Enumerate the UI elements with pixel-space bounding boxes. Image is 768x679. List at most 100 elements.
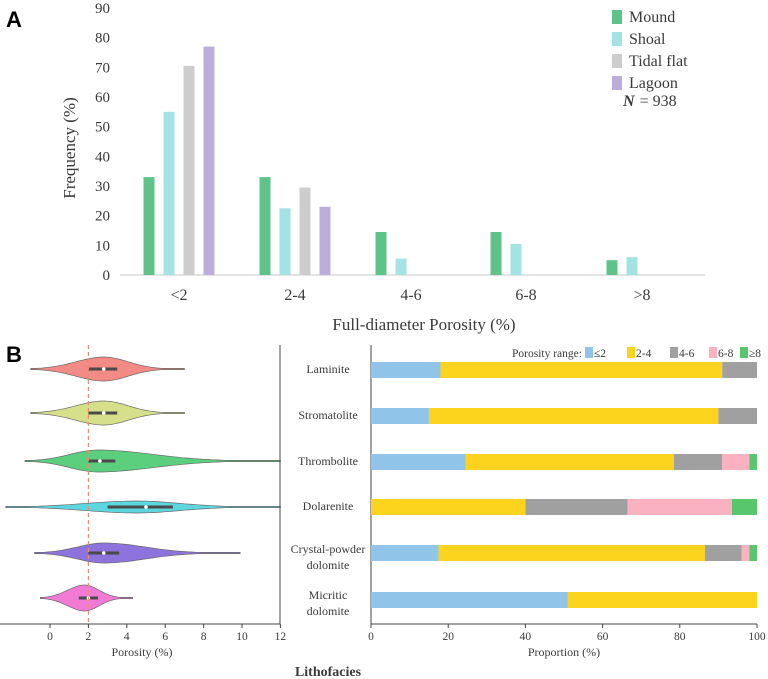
legend-label: Shoal xyxy=(629,31,666,48)
violin-median xyxy=(101,551,106,555)
stacked-x-tick-label: 80 xyxy=(674,631,686,643)
violin-x-ticks: 0 2 4 6 8 10 12 xyxy=(47,624,286,643)
legend-swatch xyxy=(612,54,622,68)
legend-label: Lagoon xyxy=(629,75,678,92)
stacked-x-tick-label: 100 xyxy=(748,631,766,643)
legend-swatch xyxy=(670,347,678,358)
legend-label: ≤2 xyxy=(594,348,606,360)
panel-a-y-tick-label: 70 xyxy=(95,60,110,76)
panel-a-y-tick-label: 80 xyxy=(95,31,110,47)
legend-label: 2-4 xyxy=(636,348,652,360)
legend-swatch xyxy=(627,347,635,358)
stacked-bar-segment xyxy=(525,499,628,515)
panel-a-x-tick-label: 4-6 xyxy=(400,287,421,304)
legend-label: Mound xyxy=(629,9,675,26)
legend-label: Tidal flat xyxy=(629,53,688,70)
stacked-bar-segment xyxy=(371,362,441,378)
panel-a-x-axis-title: Full-diameter Porosity (%) xyxy=(332,315,515,334)
legend-swatch xyxy=(709,347,717,358)
stacked-bars xyxy=(371,362,757,608)
legend-label: 6-8 xyxy=(718,348,734,360)
legend-swatch xyxy=(612,32,622,46)
lithofacies-label: Crystal-powder xyxy=(291,542,366,556)
panel-a-y-tick-label: 10 xyxy=(95,238,110,254)
stacked-bar-segment xyxy=(428,408,719,424)
violin-x-tick-label: 0 xyxy=(47,631,53,643)
violin-x-tick-label: 8 xyxy=(201,631,207,643)
stacked-bar-segment xyxy=(749,454,757,470)
panel-a-bar xyxy=(490,231,502,275)
panel-a-bar xyxy=(183,65,195,275)
lithofacies-label: Thrombolite xyxy=(298,454,358,468)
violin-median xyxy=(98,459,102,463)
stacked-bar-segment xyxy=(704,545,742,561)
panel-b-stacked-bars: 0 20 40 60 80 100 Porosity range: ≤2 2-4 4-6 6-8… xyxy=(368,345,766,659)
violin-shape xyxy=(24,449,281,473)
panel-a-bar xyxy=(395,258,407,275)
porosity-range-legend: Porosity range: ≤2 2-4 4-6 6-8 ≥8 xyxy=(512,347,761,360)
stacked-bar-segment xyxy=(722,454,750,470)
panel-a-bar xyxy=(606,260,618,275)
legend-swatch xyxy=(740,347,748,358)
panel-a-bar xyxy=(375,231,387,275)
stacked-bar-segment xyxy=(371,592,568,608)
violin-median xyxy=(144,505,148,509)
panel-a-bar xyxy=(143,177,155,275)
lithofacies-labels: Laminite Stromatolite Thrombolite Dolarenit… xyxy=(291,362,366,618)
panel-a-bar xyxy=(279,208,291,275)
stacked-bar-segment xyxy=(718,408,757,424)
panel-b-label: B xyxy=(6,342,22,367)
panel-a-bar xyxy=(319,206,331,275)
violin-x-tick-label: 4 xyxy=(124,631,130,643)
lithofacies-label: dolomite xyxy=(307,558,350,572)
stacked-bar-segment xyxy=(371,545,439,561)
panel-a-y-ticks: 0 10 20 30 40 50 60 70 80 90 xyxy=(95,1,110,284)
panel-a-label: A xyxy=(6,7,22,32)
stacked-bar-segment xyxy=(567,592,757,608)
n-symbol: N xyxy=(622,93,636,110)
violin-x-tick-label: 12 xyxy=(275,631,287,643)
lithofacies-label: dolomite xyxy=(307,604,350,618)
legend-swatch xyxy=(612,76,622,90)
stacked-bar-segment xyxy=(749,545,757,561)
stacked-bar-segment xyxy=(722,362,757,378)
legend-title: Porosity range: xyxy=(512,348,582,360)
panel-a-x-tick-label: 2-4 xyxy=(284,287,305,304)
violin-x-tick-label: 6 xyxy=(162,631,168,643)
stacked-bar-segment xyxy=(465,454,675,470)
sample-size-annotation: N = 938 xyxy=(622,93,677,110)
stacked-bar-segment xyxy=(627,499,732,515)
stacked-bar-segment xyxy=(371,408,429,424)
violin-x-tick-label: 10 xyxy=(236,631,248,643)
panel-a-x-tick-label: <2 xyxy=(170,287,187,304)
panel-a-bar-chart: 0 10 20 30 40 50 60 70 80 90 <2 2-4 4-6 6-8 >8 Full-d… xyxy=(60,1,705,334)
panel-a-legend: Mound Shoal Tidal flat Lagoon xyxy=(612,9,688,92)
legend-label: 4-6 xyxy=(679,348,695,360)
panel-a-x-ticks: <2 2-4 4-6 6-8 >8 xyxy=(170,287,650,304)
violin-median xyxy=(101,411,106,415)
panel-a-y-tick-label: 0 xyxy=(103,268,111,284)
stacked-x-tick-label: 60 xyxy=(597,631,609,643)
violin-x-axis-title: Porosity (%) xyxy=(112,645,173,659)
stacked-x-tick-label: 40 xyxy=(520,631,532,643)
panel-a-y-tick-label: 30 xyxy=(95,179,110,195)
legend-swatch xyxy=(585,347,593,358)
stacked-x-tick-label: 20 xyxy=(442,631,454,643)
stacked-x-ticks: 0 20 40 60 80 100 xyxy=(368,624,766,643)
panel-a-y-tick-label: 90 xyxy=(95,1,110,17)
stacked-bar-segment xyxy=(371,454,466,470)
stacked-bar-segment xyxy=(674,454,723,470)
panel-a-x-tick-label: >8 xyxy=(633,287,650,304)
panel-a-bar xyxy=(163,111,175,275)
panel-a-bar xyxy=(299,187,311,275)
panel-a-y-tick-label: 60 xyxy=(95,90,110,106)
panel-a-x-tick-label: 6-8 xyxy=(515,287,536,304)
violin-x-tick-label: 2 xyxy=(86,631,92,643)
stacked-bar-segment xyxy=(371,499,526,515)
legend-label: ≥8 xyxy=(749,348,761,360)
stacked-bar-segment xyxy=(741,545,750,561)
lithofacies-label: Dolarenite xyxy=(303,499,354,513)
lithofacies-title: Lithofacies xyxy=(295,665,362,679)
stacked-x-tick-label: 0 xyxy=(368,631,374,643)
panel-a-y-tick-label: 50 xyxy=(95,120,110,136)
